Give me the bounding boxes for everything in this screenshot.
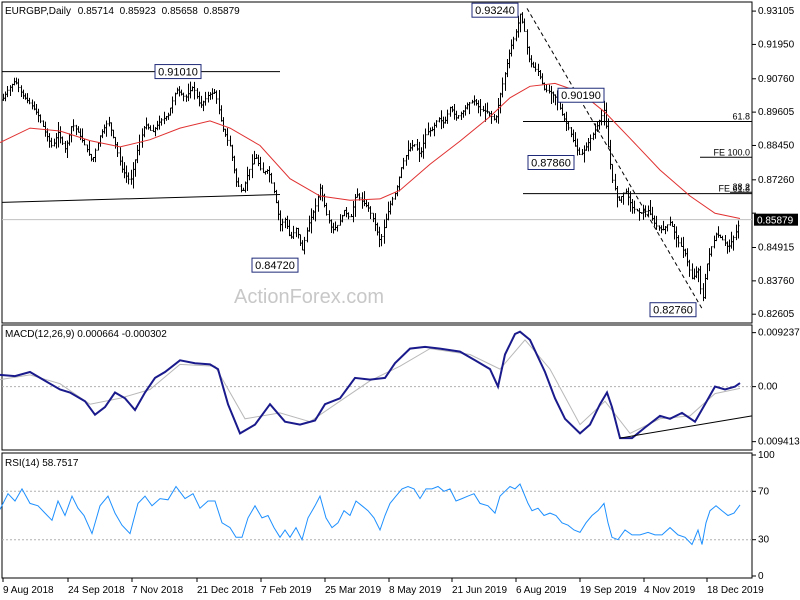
price-y-tick-label: 0.91950 bbox=[758, 39, 795, 50]
fib-level-label: FE 100.0 bbox=[713, 147, 750, 157]
rsi-line bbox=[0, 483, 741, 546]
x-axis-tick-label: 24 Sep 2018 bbox=[68, 585, 125, 596]
rsi-y-tick-label: 0 bbox=[758, 571, 764, 582]
price-annotation-label: 0.90190 bbox=[561, 90, 601, 102]
ohlc-low: 0.85658 bbox=[162, 6, 199, 17]
x-axis-tick-label: 9 Aug 2018 bbox=[3, 585, 54, 596]
x-axis-tick-label: 19 Sep 2019 bbox=[580, 585, 637, 596]
price-y-tick-label: 0.89605 bbox=[758, 107, 795, 118]
macd-title: MACD(12,26,9) 0.000664 -0.000302 bbox=[5, 329, 167, 340]
macd-line bbox=[0, 330, 741, 440]
ohlc-close: 0.85879 bbox=[204, 6, 241, 17]
x-axis-tick-label: 6 Aug 2019 bbox=[516, 585, 567, 596]
x-axis-tick-label: 8 May 2019 bbox=[389, 585, 442, 596]
fib-level-label: 38.2 bbox=[732, 182, 750, 192]
macd-y-tick-label: 0.009413 bbox=[758, 437, 800, 448]
macd-signal-line bbox=[0, 339, 741, 435]
price-annotation-box bbox=[527, 155, 575, 170]
rsi-title: RSI(14) 58.7517 bbox=[5, 458, 79, 469]
macd-trendline bbox=[619, 415, 753, 439]
rsi-y-tick-label: 30 bbox=[758, 535, 770, 546]
ohlc-high: 0.85923 bbox=[120, 6, 157, 17]
fib-level-label: FE 61.8 bbox=[718, 184, 750, 194]
rsi-panel-frame bbox=[1, 452, 753, 579]
x-axis-tick-label: 21 Jun 2019 bbox=[452, 585, 507, 596]
price-y-tick-label: 0.93105 bbox=[758, 6, 795, 17]
rsi-y-tick-label: 70 bbox=[758, 486, 770, 497]
watermark: ActionForex.com bbox=[234, 286, 384, 308]
svg-text:EURGBP,Daily 0.85714 0: EURGBP,Daily 0.85714 0.85923 0.85658 0.8… bbox=[5, 6, 240, 17]
price-trendline bbox=[526, 8, 703, 309]
price-annotation-box bbox=[557, 87, 605, 103]
price-trendline bbox=[1, 194, 281, 203]
price-annotation-label: 0.84720 bbox=[255, 260, 295, 272]
last-price-tag bbox=[754, 213, 798, 226]
price-y-tick-label: 0.87260 bbox=[758, 175, 795, 186]
rsi-y-tick-label: 100 bbox=[758, 450, 775, 461]
macd-y-tick-label: 0.00 bbox=[758, 382, 778, 393]
moving-average-line bbox=[0, 82, 741, 219]
last-price-tag-label: 0.85879 bbox=[757, 216, 794, 227]
price-annotation-label: 0.82760 bbox=[653, 305, 693, 317]
price-annotation-box bbox=[471, 2, 519, 18]
price-annotation-box bbox=[154, 64, 202, 80]
x-axis-tick-label: 4 Nov 2019 bbox=[644, 585, 696, 596]
x-axis-tick-label: 25 Mar 2019 bbox=[325, 585, 382, 596]
price-annotation-label: 0.93240 bbox=[475, 5, 515, 17]
symbol-header: EURGBP,Daily bbox=[5, 6, 71, 17]
price-panel-frame bbox=[1, 1, 753, 324]
price-y-tick-label: 0.90760 bbox=[758, 74, 795, 85]
price-y-tick-label: 0.88450 bbox=[758, 140, 795, 151]
price-y-tick-label: 0.83760 bbox=[758, 276, 795, 287]
price-annotation-box bbox=[251, 257, 299, 273]
price-annotation-label: 0.87860 bbox=[531, 158, 571, 170]
fib-level-label: 61.8 bbox=[732, 112, 750, 122]
price-y-tick-label: 0.84915 bbox=[758, 243, 795, 254]
price-annotation-box bbox=[649, 302, 697, 318]
x-axis-tick-label: 18 Dec 2019 bbox=[707, 585, 764, 596]
ohlc-open: 0.85714 bbox=[78, 6, 115, 17]
price-annotation-label: 0.91010 bbox=[158, 67, 198, 79]
macd-y-tick-label: 0.009237 bbox=[758, 328, 800, 339]
x-axis-tick-label: 7 Feb 2019 bbox=[261, 585, 312, 596]
x-axis-tick-label: 21 Dec 2018 bbox=[197, 585, 254, 596]
price-y-tick-label: 0.82605 bbox=[758, 309, 795, 320]
x-axis-tick-label: 7 Nov 2018 bbox=[132, 585, 184, 596]
